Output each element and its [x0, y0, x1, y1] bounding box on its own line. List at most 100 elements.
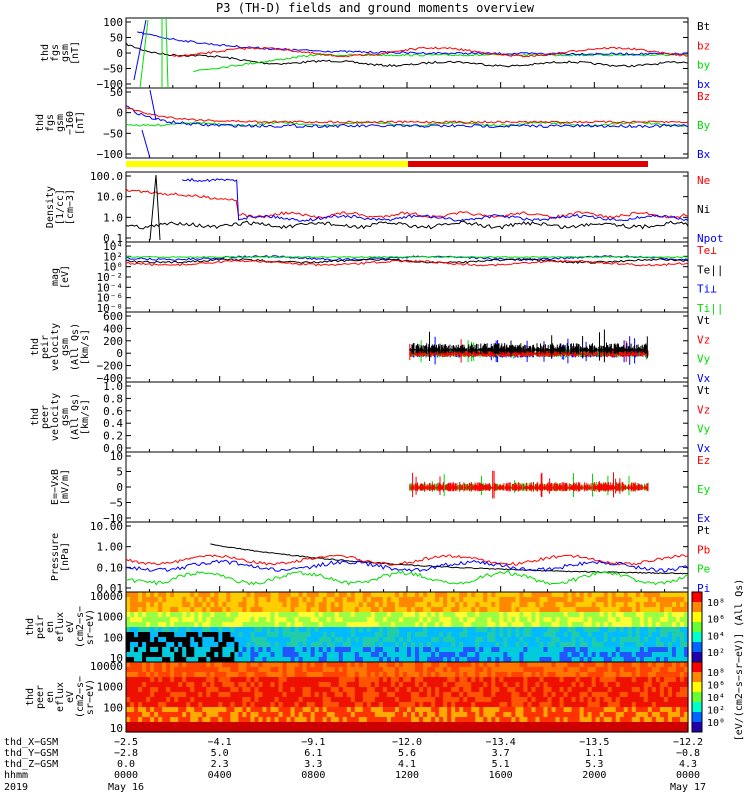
- y-axis-label-line: gsm: [60, 408, 71, 426]
- spectrogram-cell: [150, 622, 155, 628]
- spectrogram-cell: [491, 707, 496, 713]
- spectrogram-cell: [539, 627, 545, 633]
- spectrogram-cell: [583, 612, 589, 618]
- spectrogram-cell: [378, 712, 384, 718]
- spectrogram-cell: [186, 722, 191, 728]
- spectrogram-cell: [322, 677, 328, 683]
- spectrogram-cell: [234, 727, 239, 733]
- spectrogram-cell: [242, 692, 248, 698]
- spectrogram-cell: [274, 707, 280, 713]
- spectrogram-cell: [286, 682, 292, 688]
- spectrogram-cell: [334, 637, 340, 643]
- spectrogram-cell: [611, 727, 617, 733]
- spectrogram-cell: [150, 592, 155, 598]
- spectrogram-cell: [130, 602, 135, 608]
- spectrogram-cell: [663, 722, 669, 728]
- x-axis-value: 4.3: [679, 759, 697, 770]
- spectrogram-cell: [398, 652, 404, 658]
- spectrogram-cell: [346, 652, 352, 658]
- spectrogram-cell: [394, 727, 400, 733]
- spectrogram-cell: [547, 602, 553, 608]
- spectrogram-cell: [366, 672, 372, 678]
- spectrogram-cell: [194, 677, 199, 683]
- spectrogram-cell: [294, 727, 300, 733]
- spectrogram-cell: [390, 667, 396, 673]
- spectrogram-cell: [659, 702, 665, 708]
- spectrogram-cell: [611, 702, 617, 708]
- spectrogram-cell: [170, 717, 175, 723]
- spectrogram-cell: [499, 657, 504, 663]
- spectrogram-cell: [631, 687, 637, 693]
- spectrogram-cell: [306, 637, 312, 643]
- spectrogram-cell: [651, 627, 657, 633]
- spectrogram-cell: [407, 687, 412, 693]
- spectrogram-cell: [443, 682, 448, 688]
- spectrogram-cell: [539, 642, 545, 648]
- spectrogram-cell: [314, 662, 320, 668]
- spectrogram-cell: [374, 697, 380, 703]
- spectrogram-cell: [471, 662, 476, 668]
- spectrogram-cell: [483, 672, 488, 678]
- spectrogram-cell: [623, 632, 629, 638]
- spectrogram-cell: [126, 602, 131, 608]
- spectrogram-cell: [198, 692, 203, 698]
- spectrogram-cell: [386, 667, 392, 673]
- spectrogram-cell: [146, 657, 151, 663]
- spectrogram-cell: [579, 657, 585, 663]
- y-axis-label-line: (cm2−s−: [75, 606, 86, 648]
- spectrogram-cell: [222, 717, 227, 723]
- spectrogram-cell: [322, 692, 328, 698]
- spectrogram-cell: [467, 682, 472, 688]
- spectrogram-cell: [378, 677, 384, 683]
- spectrogram-cell: [402, 727, 408, 733]
- spectrogram-cell: [298, 652, 304, 658]
- spectrogram-cell: [415, 592, 420, 598]
- spectrogram-cell: [286, 697, 292, 703]
- spectrogram-cell: [679, 682, 685, 688]
- spectrogram-cell: [495, 652, 500, 658]
- spectrogram-cell: [591, 727, 597, 733]
- spectrogram-cell: [210, 617, 215, 623]
- spectrogram-cell: [286, 677, 292, 683]
- spectrogram-cell: [583, 722, 589, 728]
- spectrogram-cell: [555, 687, 561, 693]
- spectrogram-cell: [150, 722, 155, 728]
- spectrogram-cell: [599, 592, 605, 598]
- spectrogram-cell: [431, 707, 436, 713]
- spectrogram-cell: [362, 622, 368, 628]
- spectrogram-cell: [306, 652, 312, 658]
- spectrogram-cell: [627, 612, 633, 618]
- spectrogram-cell: [459, 647, 464, 653]
- spectrogram-cell: [447, 707, 452, 713]
- spectrogram-cell: [483, 727, 488, 733]
- spectrogram-cell: [479, 607, 484, 613]
- spectrogram-cell: [154, 712, 159, 718]
- spectrogram-cell: [386, 692, 392, 698]
- y-tick-label: 0: [116, 347, 123, 360]
- spectrogram-cell: [250, 592, 256, 598]
- spectrogram-cell: [398, 727, 404, 733]
- spectrogram-cell: [471, 632, 476, 638]
- y-axis-label-line: −160: [65, 111, 76, 135]
- spectrogram-cell: [667, 657, 673, 663]
- spectrogram-cell: [523, 592, 529, 598]
- spectrogram-cell: [214, 652, 219, 658]
- spectrogram-cell: [491, 677, 496, 683]
- spectrogram-cell: [170, 682, 175, 688]
- spectrogram-cell: [194, 607, 199, 613]
- spectrogram-cell: [194, 627, 199, 633]
- spectrogram-cell: [563, 662, 569, 668]
- spectrogram-cell: [210, 647, 215, 653]
- spectrogram-cell: [551, 647, 557, 653]
- spectrogram-cell: [310, 617, 316, 623]
- spectrogram-cell: [154, 717, 159, 723]
- spectrogram-cell: [455, 702, 460, 708]
- spectrogram-cell: [130, 632, 135, 638]
- spectrogram-cell: [563, 702, 569, 708]
- y-axis-label-line: thd: [25, 618, 36, 636]
- spectrogram-cell: [531, 612, 537, 618]
- spectrogram-cell: [411, 712, 416, 718]
- spectrogram-cell: [202, 722, 207, 728]
- spectrogram-cell: [278, 602, 284, 608]
- spectrogram-cell: [507, 607, 512, 613]
